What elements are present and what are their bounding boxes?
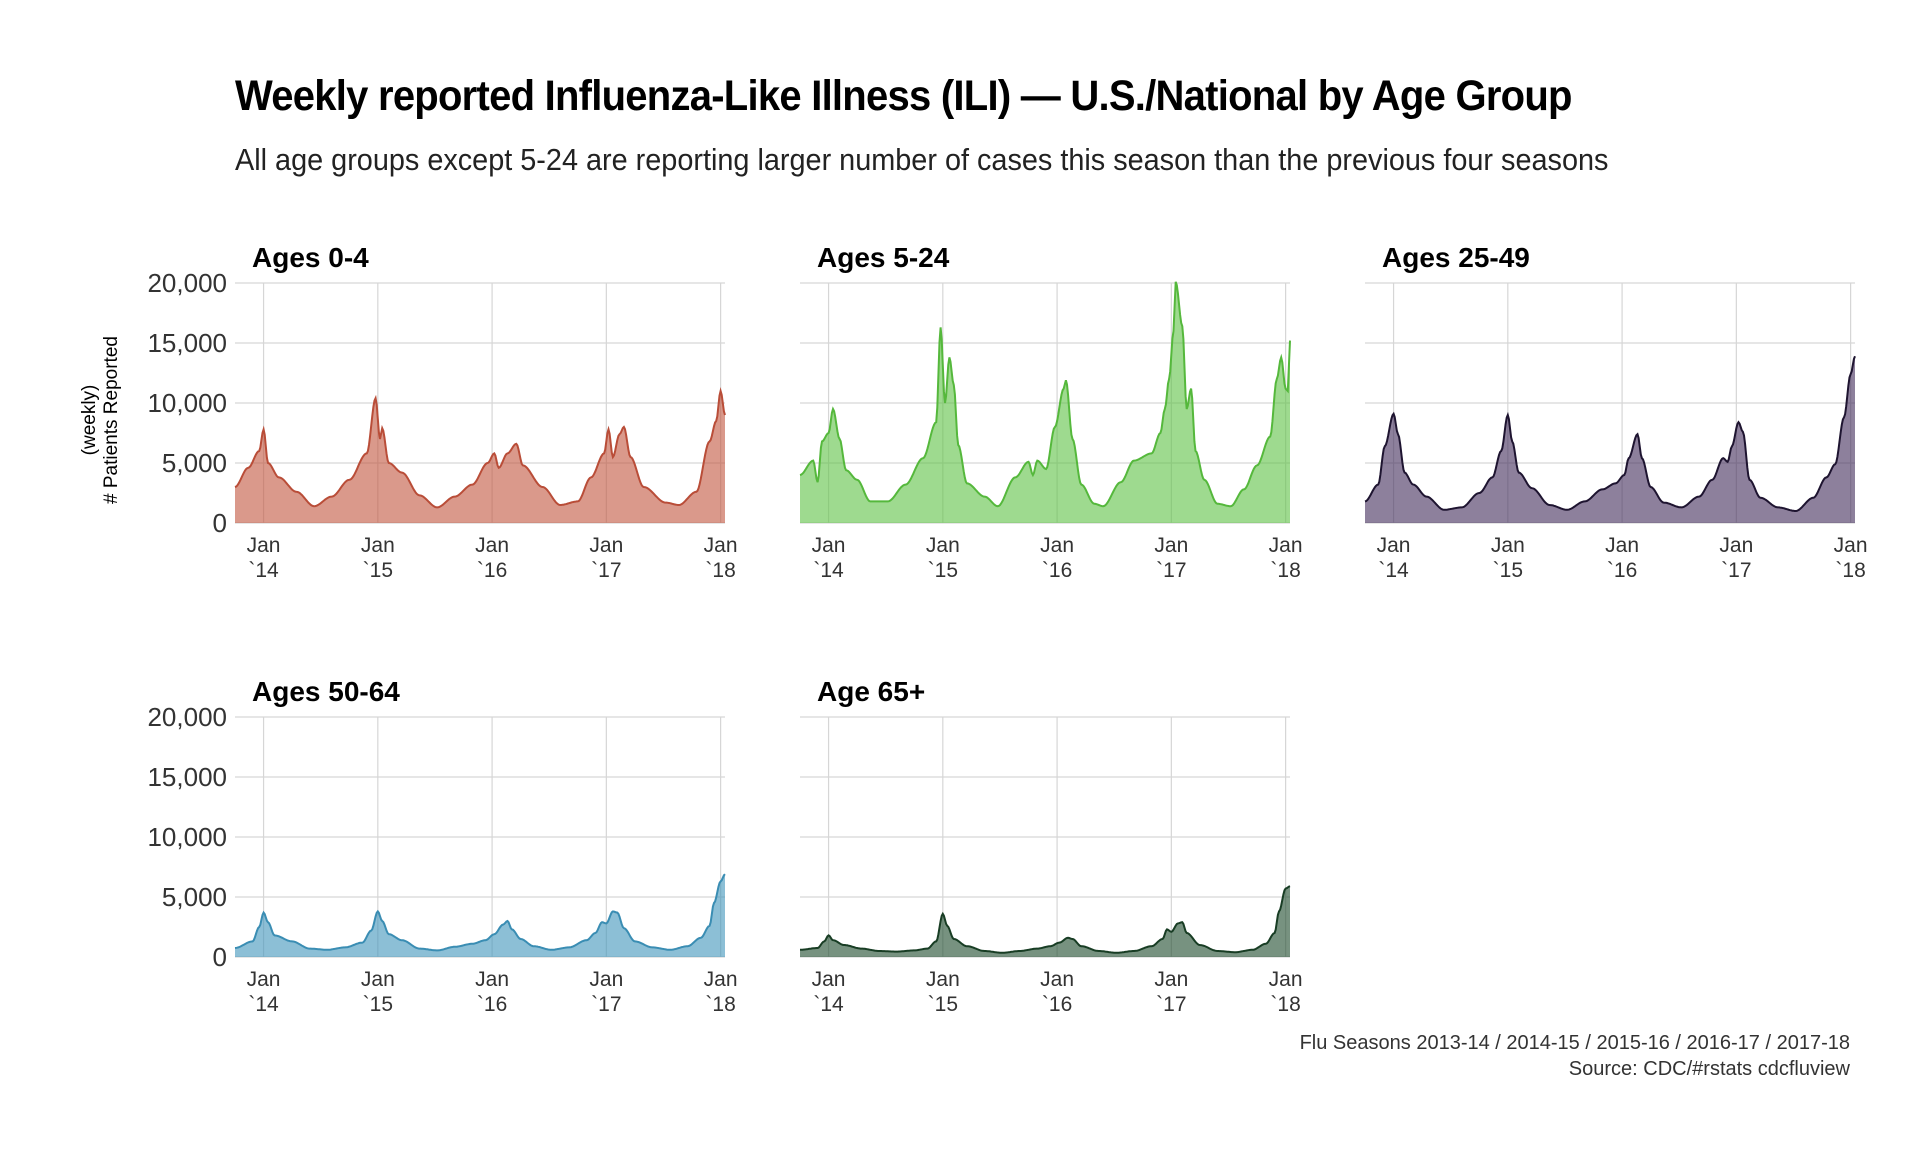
- x-tick-label: `14: [813, 559, 844, 582]
- caption-source: Source: CDC/#rstats cdcfluview: [1568, 1058, 1850, 1080]
- y-tick-label: 10,000: [147, 388, 227, 418]
- series-line: [234, 873, 726, 952]
- x-tick-label: Jan: [704, 534, 738, 557]
- x-tick-label: `14: [1378, 559, 1409, 582]
- x-tick-label: Jan: [1269, 968, 1303, 991]
- x-tick-label: Jan: [926, 534, 960, 557]
- x-tick-label: `18: [1270, 559, 1300, 582]
- x-tick-label: `16: [477, 993, 507, 1016]
- x-tick-label: `16: [1607, 559, 1637, 582]
- series-area: [1365, 356, 1855, 523]
- chart-subtitle: All age groups except 5-24 are reporting…: [235, 142, 1609, 177]
- x-tick-label: Jan: [361, 534, 395, 557]
- series-area: [235, 391, 725, 523]
- series-line: [1364, 355, 1856, 512]
- x-tick-label: `14: [248, 559, 279, 582]
- x-tick-label: Jan: [926, 968, 960, 991]
- y-tick-label: 15,000: [147, 762, 227, 792]
- x-tick-label: Jan: [247, 968, 281, 991]
- x-tick-label: `15: [928, 993, 958, 1016]
- x-tick-label: `17: [591, 559, 621, 582]
- x-tick-label: Jan: [475, 534, 509, 557]
- y-tick-label: 0: [213, 942, 227, 972]
- x-tick-label: `15: [1493, 559, 1523, 582]
- x-tick-label: Jan: [1154, 534, 1188, 557]
- x-tick-label: `14: [248, 993, 279, 1016]
- x-tick-label: `16: [477, 559, 507, 582]
- x-tick-label: `18: [705, 559, 735, 582]
- x-tick-label: `15: [928, 559, 958, 582]
- y-tick-label: 5,000: [162, 448, 227, 478]
- caption-seasons: Flu Seasons 2013-14 / 2014-15 / 2015-16 …: [1299, 1032, 1850, 1054]
- x-tick-label: `16: [1042, 559, 1072, 582]
- chart-title: Weekly reported Influenza-Like Illness (…: [235, 72, 1572, 120]
- y-tick-label: 5,000: [162, 882, 227, 912]
- x-tick-label: Jan: [1491, 534, 1525, 557]
- series-line: [799, 281, 1291, 508]
- x-tick-label: `17: [591, 993, 621, 1016]
- x-tick-label: Jan: [247, 534, 281, 557]
- y-axis-title: (weekly)# Patients Reported: [79, 336, 122, 504]
- x-tick-label: Jan: [1269, 534, 1303, 557]
- x-tick-label: `18: [705, 993, 735, 1016]
- x-tick-label: Jan: [589, 534, 623, 557]
- x-tick-label: Jan: [1377, 534, 1411, 557]
- x-tick-label: `15: [363, 559, 393, 582]
- x-tick-label: Jan: [361, 968, 395, 991]
- series-area: [235, 874, 725, 957]
- y-tick-label: 10,000: [147, 822, 227, 852]
- x-tick-label: Jan: [812, 968, 846, 991]
- panel-title: Ages 0-4: [252, 242, 369, 273]
- series-line: [800, 885, 1291, 954]
- series-area: [800, 886, 1290, 957]
- y-tick-label: 0: [213, 508, 227, 538]
- panel-ages-0-4: Ages 0-405,00010,00015,00020,000Jan`14Ja…: [147, 242, 737, 582]
- x-tick-label: `16: [1042, 993, 1072, 1016]
- x-tick-label: `18: [1835, 559, 1865, 582]
- x-tick-label: Jan: [1719, 534, 1753, 557]
- series-area: [800, 281, 1290, 523]
- x-tick-label: Jan: [704, 968, 738, 991]
- x-tick-label: `15: [363, 993, 393, 1016]
- panel-title: Age 65+: [817, 676, 925, 707]
- x-tick-label: `17: [1156, 559, 1186, 582]
- series-line: [234, 387, 726, 509]
- y-tick-label: 20,000: [147, 268, 227, 298]
- x-tick-label: `17: [1721, 559, 1751, 582]
- x-tick-label: Jan: [1605, 534, 1639, 557]
- panel-title: Ages 5-24: [817, 242, 950, 273]
- y-tick-label: 20,000: [147, 702, 227, 732]
- x-tick-label: `17: [1156, 993, 1186, 1016]
- x-tick-label: Jan: [475, 968, 509, 991]
- x-tick-label: `14: [813, 993, 844, 1016]
- x-tick-label: Jan: [1834, 534, 1868, 557]
- panel-title: Ages 25-49: [1382, 242, 1530, 273]
- x-tick-label: Jan: [1040, 534, 1074, 557]
- panel-title: Ages 50-64: [252, 676, 400, 707]
- y-tick-label: 15,000: [147, 328, 227, 358]
- x-tick-label: `18: [1270, 993, 1300, 1016]
- x-tick-label: Jan: [1154, 968, 1188, 991]
- x-tick-label: Jan: [812, 534, 846, 557]
- x-tick-label: Jan: [589, 968, 623, 991]
- panel-ages-50-64: Ages 50-6405,00010,00015,00020,000Jan`14…: [147, 676, 737, 1016]
- x-tick-label: Jan: [1040, 968, 1074, 991]
